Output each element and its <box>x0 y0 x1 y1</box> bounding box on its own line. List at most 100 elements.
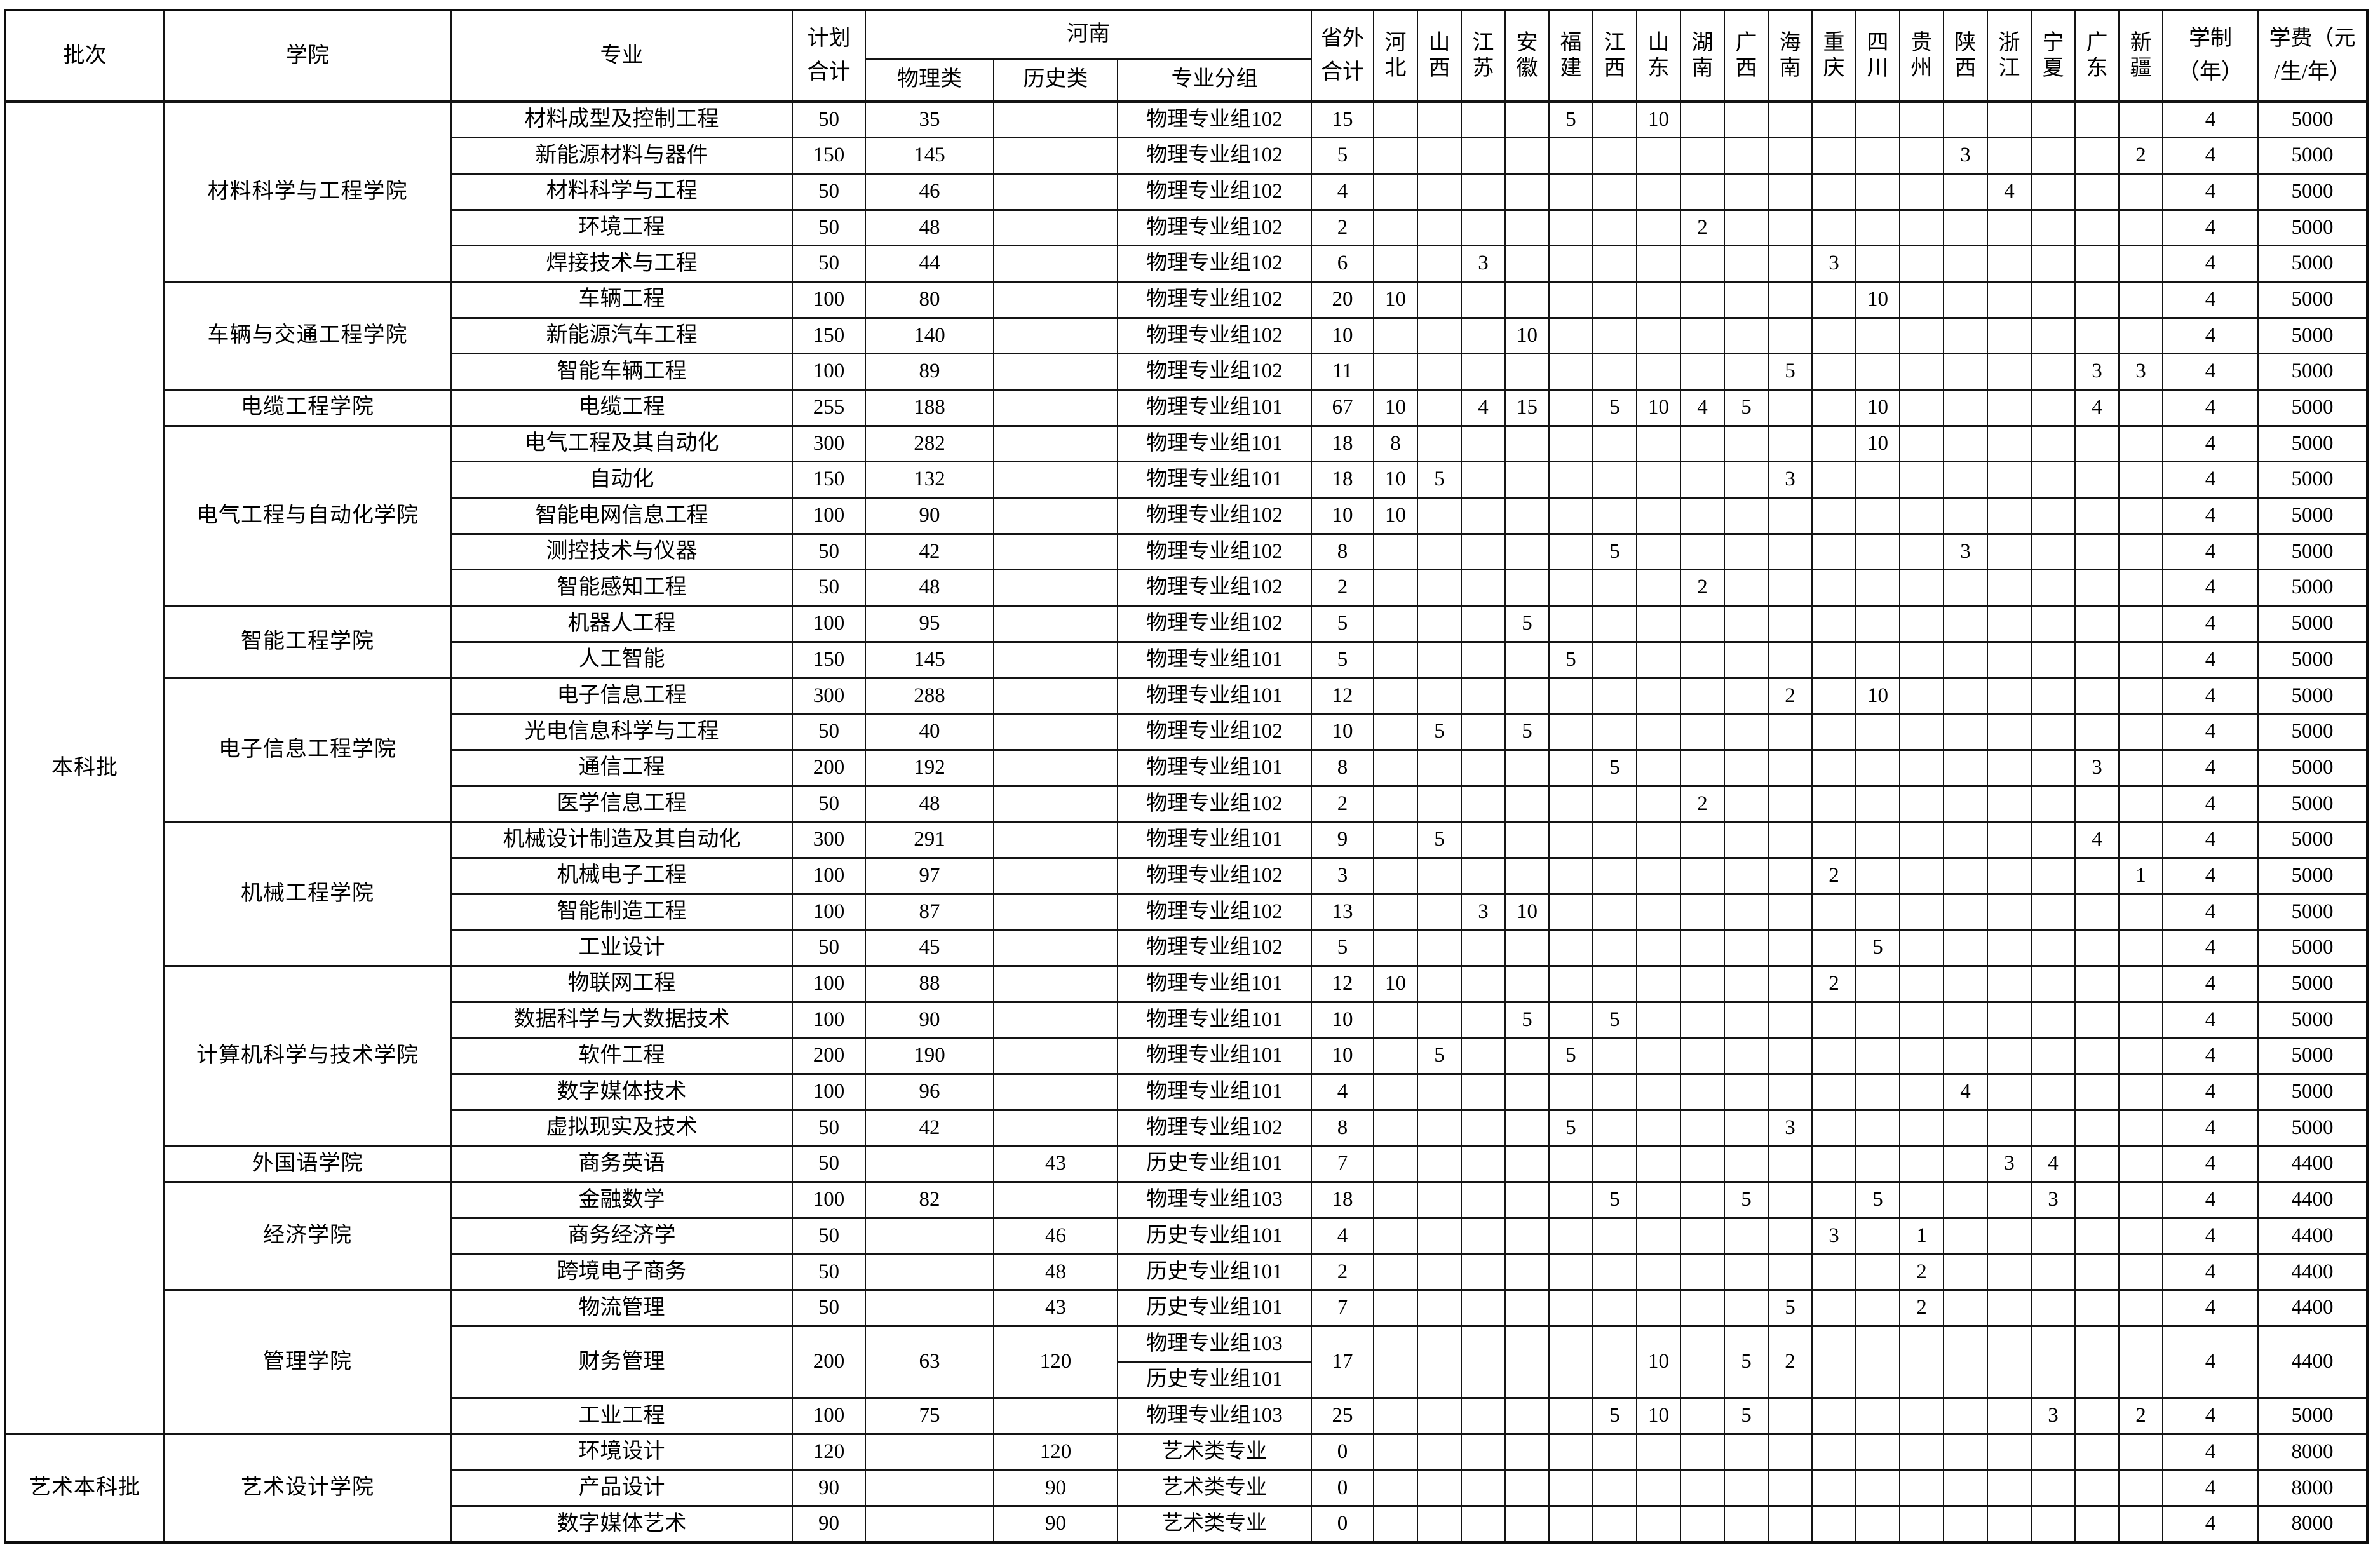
cell-province-1 <box>1373 172 1418 210</box>
cell-province-17 <box>2074 713 2120 750</box>
cell-province-14 <box>1943 316 1988 354</box>
cell-tuition: 4400 <box>2257 1145 2367 1182</box>
cell-province-18 <box>2118 965 2163 1002</box>
table-row: 工业工程 100 75 物理专业组103 25 5 10 5 3 2 4 5000 <box>5 1397 2367 1434</box>
cell-province-13 <box>1899 569 1944 606</box>
cell-history <box>993 1109 1118 1146</box>
cell-duration: 4 <box>2162 1073 2259 1110</box>
cell-major-group: 历史专业组101 <box>1116 1289 1312 1326</box>
cell-major: 人工智能 <box>450 640 792 678</box>
cell-province-16 <box>2031 1289 2076 1326</box>
cell-province-2 <box>1417 1505 1462 1542</box>
cell-province-7 <box>1636 713 1681 750</box>
cell-province-6 <box>1592 713 1637 750</box>
cell-province-4 <box>1504 640 1550 678</box>
cell-province-18 <box>2118 569 2163 606</box>
cell-province-9 <box>1724 677 1769 714</box>
cell-province-14 <box>1943 280 1988 318</box>
cell-province-18 <box>2118 1505 2163 1542</box>
cell-province-17 <box>2074 569 2120 606</box>
cell-physics: 48 <box>865 208 994 246</box>
cell-province-17 <box>2074 1037 2120 1074</box>
cell-province-6 <box>1592 1253 1637 1290</box>
cell-province-13: 2 <box>1899 1289 1944 1326</box>
cell-province-4: 5 <box>1504 1001 1550 1038</box>
cell-out-of-province-total: 9 <box>1311 821 1374 858</box>
cell-province-12: 5 <box>1855 1181 1900 1218</box>
cell-province-3: 3 <box>1461 245 1506 282</box>
cell-major-group: 物理专业组102 <box>1116 1109 1312 1146</box>
cell-province-9 <box>1724 605 1769 642</box>
col-header-duration: 学制 （年） <box>2162 9 2259 102</box>
cell-province-12 <box>1855 532 1900 570</box>
cell-major-group: 物理专业组102 <box>1116 532 1312 570</box>
cell-out-of-province-total: 8 <box>1311 532 1374 570</box>
cell-province-12 <box>1855 1109 1900 1146</box>
cell-out-of-province-total: 13 <box>1311 893 1374 930</box>
cell-province-14: 3 <box>1943 532 1988 570</box>
cell-province-9 <box>1724 280 1769 318</box>
cell-province-10 <box>1768 821 1813 858</box>
cell-province-18 <box>2118 172 2163 210</box>
cell-province-11 <box>1811 1469 1856 1506</box>
table-row: 跨境电子商务 50 48 历史专业组101 2 2 4 4400 <box>5 1253 2367 1290</box>
cell-province-8 <box>1680 1253 1725 1290</box>
cell-province-5 <box>1548 605 1593 642</box>
cell-province-13 <box>1899 1469 1944 1506</box>
cell-province-16 <box>2031 172 2076 210</box>
cell-province-16 <box>2031 1217 2076 1254</box>
cell-province-5 <box>1548 893 1593 930</box>
cell-province-13 <box>1899 713 1944 750</box>
cell-province-6 <box>1592 1433 1637 1471</box>
cell-major: 工业设计 <box>450 929 792 966</box>
cell-province-15 <box>1987 389 2032 426</box>
cell-province-1 <box>1373 1505 1418 1542</box>
cell-physics: 80 <box>865 280 994 318</box>
cell-province-10 <box>1768 640 1813 678</box>
table-row: 本科批 材料科学与工程学院 材料成型及控制工程 50 35 物理专业组102 15 5 10 4 5… <box>4 100 2367 1434</box>
cell-out-of-province-total: 25 <box>1311 1397 1374 1434</box>
cell-plan-total: 50 <box>792 245 865 282</box>
cell-province-6 <box>1592 569 1637 606</box>
cell-tuition: 8000 <box>2257 1469 2367 1506</box>
cell-plan-total: 100 <box>792 1073 865 1110</box>
cell-province-10 <box>1768 1505 1813 1542</box>
cell-history <box>993 640 1118 678</box>
cell-province-2 <box>1417 677 1462 714</box>
cell-college: 电缆工程学院 <box>163 389 451 426</box>
cell-province-14 <box>1943 893 1988 930</box>
col-header-province-9: 广西 <box>1724 9 1769 102</box>
cell-province-5 <box>1548 1505 1593 1542</box>
cell-history: 120 <box>993 1433 1118 1471</box>
cell-major-group: 物理专业组102 <box>1116 100 1312 138</box>
cell-province-4 <box>1504 424 1550 462</box>
cell-province-10 <box>1768 1145 1813 1182</box>
cell-history <box>993 713 1118 750</box>
cell-province-9 <box>1724 1217 1769 1254</box>
cell-province-11: 2 <box>1811 965 1856 1002</box>
cell-province-3: 4 <box>1461 389 1506 426</box>
cell-province-4 <box>1504 1073 1550 1110</box>
cell-province-14 <box>1943 748 1988 786</box>
cell-province-7 <box>1636 1217 1681 1254</box>
cell-province-18: 2 <box>2118 1397 2163 1434</box>
cell-tuition: 5000 <box>2257 713 2367 750</box>
cell-out-of-province-total: 5 <box>1311 605 1374 642</box>
cell-province-10 <box>1768 785 1813 822</box>
table-row: 智能车辆工程 100 89 物理专业组102 11 5 3 3 4 5000 <box>5 353 2367 390</box>
cell-province-4 <box>1504 677 1550 714</box>
cell-province-3 <box>1461 856 1506 894</box>
cell-province-18 <box>2118 245 2163 282</box>
col-header-out-of-province-total: 省外 合计 <box>1311 9 1374 102</box>
cell-province-8 <box>1680 497 1725 534</box>
cell-province-12: 10 <box>1855 389 1900 426</box>
cell-major-group: 物理专业组103 <box>1116 1325 1312 1363</box>
cell-duration: 4 <box>2162 353 2259 390</box>
cell-province-16 <box>2031 497 2076 534</box>
cell-province-14 <box>1943 1001 1988 1038</box>
cell-province-1 <box>1373 929 1418 966</box>
cell-out-of-province-total: 12 <box>1311 677 1374 714</box>
col-header-batch: 批次 <box>4 9 164 102</box>
cell-province-16 <box>2031 1001 2076 1038</box>
cell-province-18 <box>2118 677 2163 714</box>
